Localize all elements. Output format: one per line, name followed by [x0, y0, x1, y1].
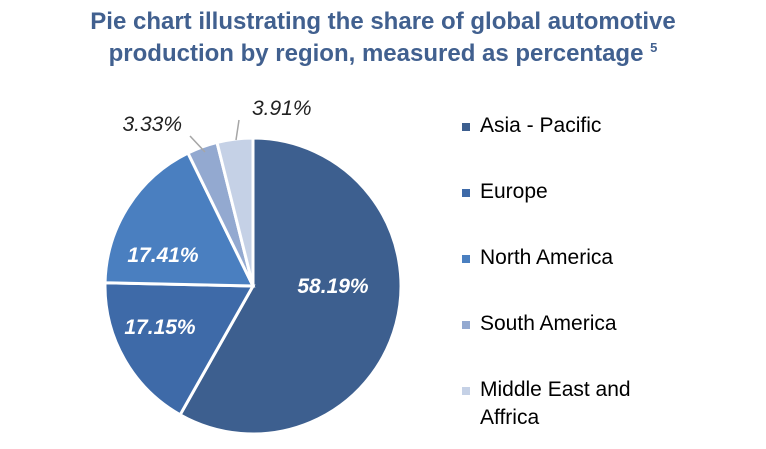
pie-slice-middle-east-and-affrica	[215, 136, 255, 287]
legend-swatch	[462, 387, 470, 395]
legend-label: North America	[480, 246, 614, 269]
legend-swatch	[462, 255, 470, 263]
leader-line	[189, 135, 206, 153]
legend-label: Middle East and Affrica	[480, 376, 631, 432]
legend-label: South America	[480, 312, 617, 335]
data-label: 3.91%	[252, 97, 312, 120]
data-label: 58.19%	[297, 275, 369, 298]
pie-slice-north-america	[103, 151, 256, 288]
pie-slice-europe	[103, 281, 256, 417]
legend-label: Asia - Pacific	[480, 114, 602, 137]
footnote-marker: 5	[650, 40, 658, 55]
data-label: 17.15%	[124, 316, 196, 339]
chart-title-line-2-text: production by region, measured as percen…	[108, 40, 644, 67]
chart-title: Pie chart illustrating the share of glob…	[0, 6, 766, 70]
legend-label-line: Middle East and	[480, 378, 631, 401]
legend-label: Europe	[480, 180, 548, 203]
data-label: 3.33%	[122, 113, 182, 136]
legend-swatch	[462, 189, 470, 197]
chart-title-line-1: Pie chart illustrating the share of glob…	[90, 8, 676, 35]
legend-swatch	[462, 321, 470, 329]
legend-label-line: Affrica	[480, 406, 540, 429]
data-label: 17.41%	[127, 244, 199, 267]
leader-line	[235, 119, 240, 141]
legend-swatch	[462, 123, 470, 131]
pie-slice-asia-pacific	[178, 136, 403, 436]
chart-title-line-2: production by region, measured as percen…	[0, 38, 766, 70]
